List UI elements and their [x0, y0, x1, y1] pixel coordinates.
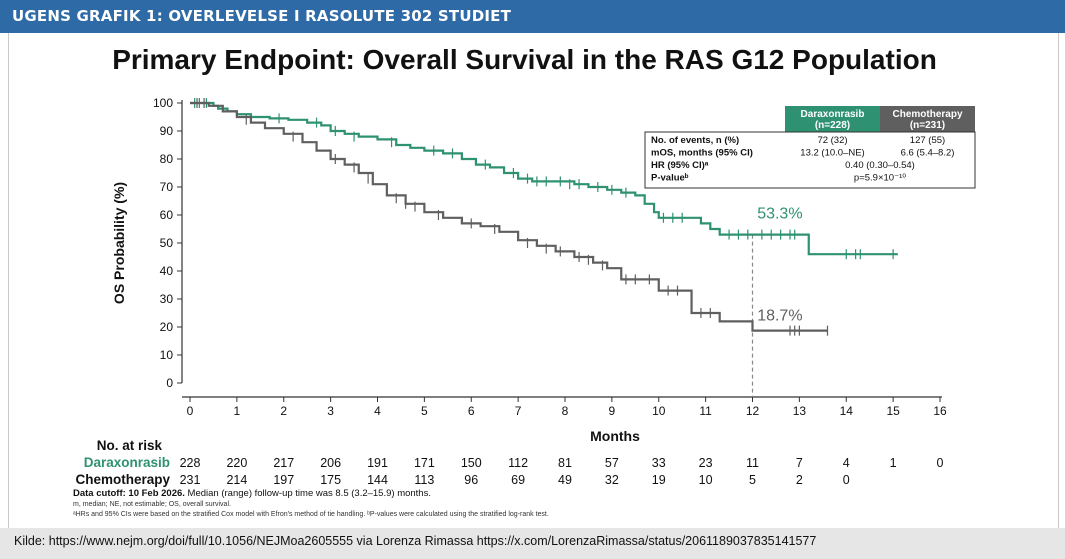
km-curve-chemotherapy — [190, 101, 828, 332]
at-risk-value: 11 — [746, 456, 759, 470]
at-risk-value: 19 — [652, 473, 666, 487]
y-tick-label: 20 — [160, 320, 174, 334]
banner: UGENS GRAFIK 1: OVERLEVELSE I RASOLUTE 3… — [0, 0, 1065, 33]
x-tick-label: 9 — [609, 404, 616, 418]
table-header-daraxonrasib-bg — [785, 106, 880, 132]
table-column-header: (n=228) — [815, 120, 850, 131]
at-risk-value: 0 — [937, 456, 944, 470]
y-tick-label: 10 — [160, 348, 174, 362]
footnote-cutoff: Data cutoff: 10 Feb 2026. Median (range)… — [73, 488, 431, 499]
at-risk-value: 23 — [699, 456, 713, 470]
at-risk-value: 57 — [605, 456, 619, 470]
at-risk-value: 217 — [273, 456, 294, 470]
y-tick-label: 80 — [160, 152, 174, 166]
at-risk-value: 220 — [226, 456, 247, 470]
table-column-header: Chemotherapy — [892, 109, 962, 120]
x-tick-label: 6 — [468, 404, 475, 418]
footnote-methods: ᵃHRs and 95% CIs were based on the strat… — [73, 511, 549, 518]
chart-title: Primary Endpoint: Overall Survival in th… — [112, 44, 937, 75]
at-risk-value: 231 — [180, 473, 201, 487]
at-risk-value: 206 — [320, 456, 341, 470]
at-risk-value: 4 — [843, 456, 850, 470]
x-tick-label: 3 — [327, 404, 334, 418]
x-tick-label: 14 — [840, 404, 854, 418]
table-row-label: No. of events, n (%) — [651, 135, 739, 146]
annotation-chemotherapy-12mo: 18.7% — [757, 308, 802, 325]
km-curve-daraxonrasib — [190, 101, 898, 256]
y-tick-label: 50 — [160, 236, 174, 250]
y-tick-label: 40 — [160, 264, 174, 278]
at-risk-value: 32 — [605, 473, 619, 487]
at-risk-value: 214 — [226, 473, 247, 487]
x-tick-label: 7 — [515, 404, 522, 418]
at-risk-value: 150 — [461, 456, 482, 470]
x-tick-label: 0 — [187, 404, 194, 418]
y-tick-label: 100 — [153, 96, 173, 110]
table-column-header: Daraxonrasib — [801, 109, 865, 120]
at-risk-value: 112 — [508, 456, 528, 470]
source-text: Kilde: https://www.nejm.org/doi/full/10.… — [14, 534, 817, 548]
y-axis-label: OS Probability (%) — [111, 182, 127, 304]
table-row-value: 127 (55) — [910, 135, 945, 146]
y-tick-label: 0 — [166, 376, 173, 390]
at-risk-value: 2 — [796, 473, 803, 487]
at-risk-value: 144 — [367, 473, 388, 487]
table-column-header: (n=231) — [910, 120, 945, 131]
y-tick-label: 60 — [160, 208, 174, 222]
at-risk-value: 1 — [890, 456, 897, 470]
at-risk-value: 228 — [180, 456, 201, 470]
at-risk-value: 191 — [367, 456, 388, 470]
y-tick-label: 30 — [160, 292, 174, 306]
at-risk-value: 171 — [414, 456, 435, 470]
at-risk-value: 113 — [414, 473, 434, 487]
x-tick-label: 12 — [746, 404, 760, 418]
y-tick-label: 90 — [160, 124, 174, 138]
table-row-label: mOS, months (95% CI) — [651, 148, 753, 159]
table-row-label: HR (95% CI)ᵃ — [651, 160, 709, 171]
x-tick-label: 15 — [886, 404, 900, 418]
annotation-daraxonrasib-12mo: 53.3% — [757, 206, 802, 223]
y-tick-label: 70 — [160, 180, 174, 194]
at-risk-value: 96 — [464, 473, 478, 487]
at-risk-value: 10 — [699, 473, 713, 487]
table-body-border — [644, 131, 976, 189]
at-risk-label-daraxonrasib: Daraxonrasib — [84, 455, 170, 470]
table-row-value: 13.2 (10.0–NE) — [800, 148, 864, 159]
at-risk-value: 33 — [652, 456, 666, 470]
x-tick-label: 4 — [374, 404, 381, 418]
table-header-chemotherapy-bg — [880, 106, 975, 132]
banner-title: UGENS GRAFIK 1: OVERLEVELSE I RASOLUTE 3… — [12, 7, 512, 25]
x-axis-label: Months — [590, 428, 640, 444]
x-tick-label: 2 — [280, 404, 287, 418]
table-row-value: 0.40 (0.30–0.54) — [845, 160, 915, 171]
x-tick-label: 10 — [652, 404, 666, 418]
at-risk-value: 49 — [558, 473, 572, 487]
source-footer: Kilde: https://www.nejm.org/doi/full/10.… — [0, 528, 1065, 559]
at-risk-label-chemotherapy: Chemotherapy — [75, 472, 170, 487]
table-row-value: 72 (32) — [817, 135, 847, 146]
at-risk-value: 7 — [796, 456, 803, 470]
at-risk-value: 5 — [749, 473, 756, 487]
x-tick-label: 13 — [793, 404, 807, 418]
at-risk-value: 175 — [320, 473, 341, 487]
table-row-label: P-valueᵇ — [651, 173, 689, 184]
footnote-abbreviations: m, median; NE, not estimable; OS, overal… — [73, 501, 231, 508]
at-risk-value: 0 — [843, 473, 850, 487]
x-tick-label: 16 — [933, 404, 947, 418]
x-tick-label: 1 — [234, 404, 241, 418]
x-tick-label: 5 — [421, 404, 428, 418]
x-tick-label: 8 — [562, 404, 569, 418]
at-risk-title: No. at risk — [97, 438, 163, 453]
table-row-value: 6.6 (5.4–8.2) — [901, 148, 955, 159]
at-risk-value: 81 — [558, 456, 572, 470]
at-risk-value: 69 — [511, 473, 525, 487]
table-row-value: p=5.9×10⁻¹⁰ — [854, 173, 906, 184]
at-risk-value: 197 — [273, 473, 294, 487]
x-tick-label: 11 — [699, 404, 712, 418]
